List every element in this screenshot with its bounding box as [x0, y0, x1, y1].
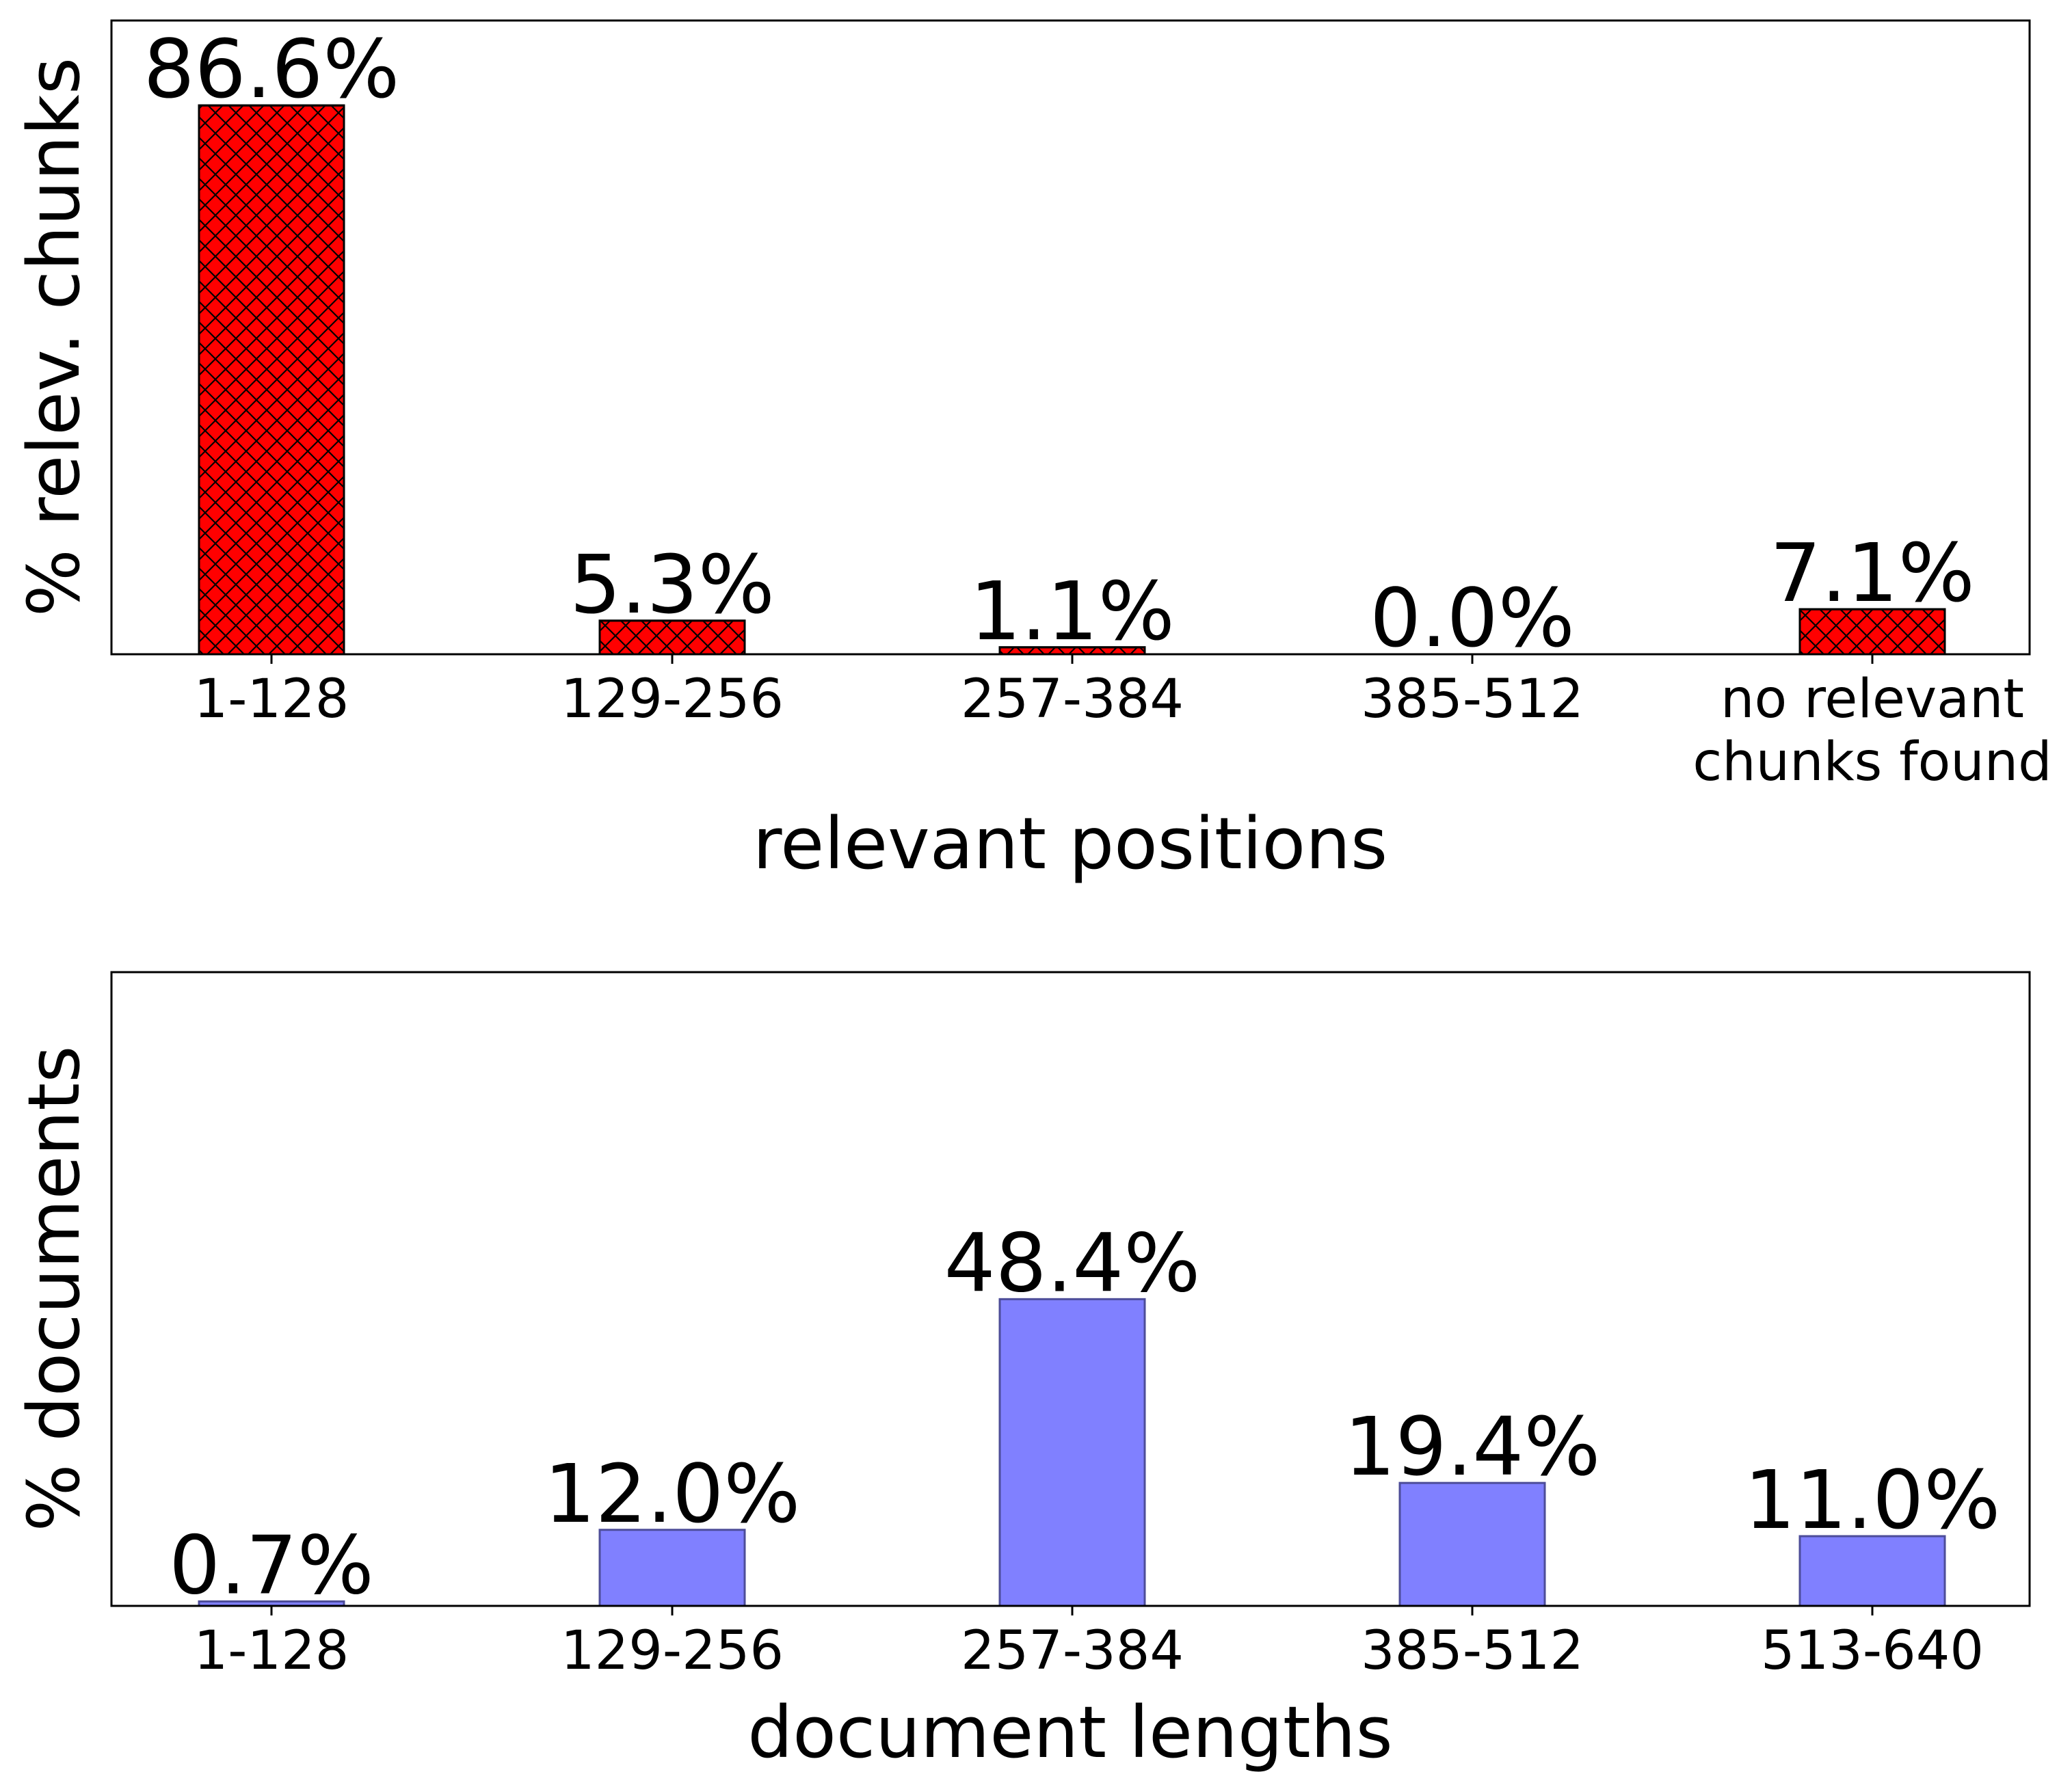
tick-label: no relevant chunks found	[1692, 669, 2051, 793]
bars	[198, 104, 1946, 656]
tick-label: 385-512	[1361, 1620, 1584, 1682]
bar-hatch-1	[198, 104, 345, 656]
chart-relevant-positions: 1-128 129-256 257-384 385-512 no relevant chu…	[12, 19, 2052, 885]
plot-frame	[110, 971, 2031, 1607]
data-label: 19.4%	[1344, 1399, 1601, 1494]
chart-document-lengths: 1-128 129-256 257-384 385-512 513-640 0.7% 12…	[12, 971, 2031, 1774]
x-ticks: 1-128 129-256 257-384 385-512 no relevant chu…	[194, 654, 2052, 793]
bar-hatch-5	[1798, 608, 1946, 656]
x-axis-title: relevant positions	[753, 802, 1387, 885]
bar-5	[1798, 1535, 1946, 1607]
tick-label: 385-512	[1361, 669, 1584, 730]
tick-label: 513-640	[1761, 1620, 1984, 1682]
y-axis-title: % documents	[12, 1046, 96, 1532]
data-label: 11.0%	[1744, 1453, 2001, 1547]
x-ticks: 1-128 129-256 257-384 385-512 513-640	[194, 1606, 1984, 1682]
data-label: 86.6%	[144, 22, 400, 116]
x-axis-title: document lengths	[747, 1691, 1392, 1774]
data-label: 0.0%	[1370, 571, 1575, 665]
data-label: 48.4%	[944, 1216, 1201, 1310]
tick-label: 257-384	[961, 1620, 1184, 1682]
tick-label: 257-384	[961, 669, 1184, 730]
data-label: 7.1%	[1770, 526, 1975, 620]
data-label: 0.7%	[169, 1518, 374, 1613]
data-label: 1.1%	[970, 564, 1175, 658]
bar-hatch-2	[598, 619, 746, 656]
data-labels: 86.6% 5.3% 1.1% 0.0% 7.1%	[144, 22, 1975, 665]
data-label: 12.0%	[544, 1447, 801, 1541]
tick-label: 1-128	[194, 669, 349, 730]
plot-frame	[110, 19, 2031, 656]
tick-label: 129-256	[561, 669, 784, 730]
data-labels: 0.7% 12.0% 48.4% 19.4% 11.0%	[169, 1216, 2000, 1612]
y-axis-title: % relev. chunks	[12, 57, 96, 617]
bars	[198, 1298, 1946, 1607]
bar-3	[998, 1298, 1146, 1607]
bar-4	[1398, 1481, 1546, 1607]
tick-label: 1-128	[194, 1620, 349, 1682]
bar-2	[598, 1529, 746, 1607]
tick-label: 129-256	[561, 1620, 784, 1682]
data-label: 5.3%	[570, 537, 775, 632]
